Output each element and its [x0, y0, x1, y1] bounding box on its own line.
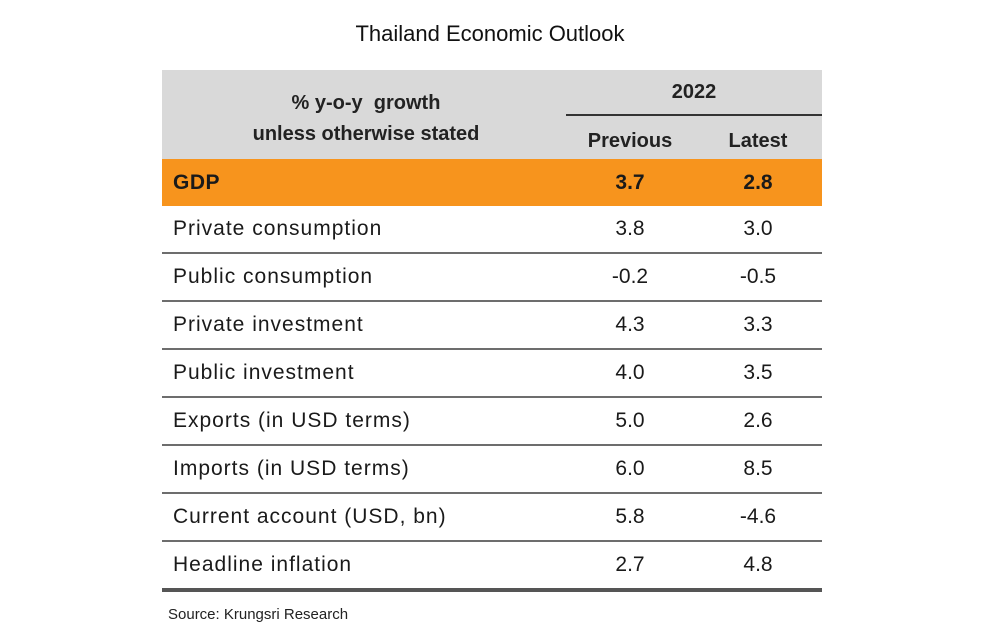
table-title: Thailand Economic Outlook [355, 21, 625, 46]
row-previous-value: 6.0 [615, 457, 645, 480]
source-note: Source: Krungsri Research [168, 606, 349, 623]
row-label: Exports (in USD terms) [173, 409, 411, 432]
row-label: Public investment [173, 361, 355, 384]
economic-outlook-table: % y-o-y growth unless otherwise stated 2… [162, 70, 822, 592]
row-label: Public consumption [173, 265, 374, 288]
table-row: Private consumption 3.8 3.0 [162, 206, 822, 254]
row-latest-value: 3.0 [743, 217, 773, 240]
table-row: Exports (in USD terms) 5.0 2.6 [162, 398, 822, 446]
header-col-previous: Previous [587, 130, 673, 152]
table-row-gdp: GDP 3.7 2.8 [162, 159, 822, 206]
row-label: Private investment [173, 313, 364, 336]
header-col-latest: Latest [728, 130, 788, 152]
row-previous-value: 3.7 [615, 170, 645, 194]
table-row: Current account (USD, bn) 5.8 -4.6 [162, 494, 822, 542]
row-label: Headline inflation [173, 553, 353, 576]
row-latest-value: 3.3 [743, 313, 773, 336]
table-row: Headline inflation 2.7 4.8 [162, 542, 822, 592]
header-year-rule [566, 114, 822, 116]
row-latest-value: 2.8 [743, 170, 773, 194]
row-latest-value: 3.5 [743, 361, 773, 384]
row-latest-value: 2.6 [743, 409, 773, 432]
table-header: % y-o-y growth unless otherwise stated 2… [162, 70, 822, 159]
row-previous-value: 5.0 [615, 409, 645, 432]
table-row: Public investment 4.0 3.5 [162, 350, 822, 398]
header-description-line1: % y-o-y growth [291, 92, 441, 114]
row-latest-value: -0.5 [739, 265, 777, 288]
row-latest-value: 8.5 [743, 457, 773, 480]
table-row: Public consumption -0.2 -0.5 [162, 254, 822, 302]
row-previous-value: 3.8 [615, 217, 645, 240]
row-previous-value: -0.2 [611, 265, 649, 288]
row-label: GDP [173, 170, 221, 194]
row-previous-value: 2.7 [615, 553, 645, 576]
row-latest-value: 4.8 [743, 553, 773, 576]
table-row: Private investment 4.3 3.3 [162, 302, 822, 350]
header-year: 2022 [671, 81, 717, 103]
row-previous-value: 4.0 [615, 361, 645, 384]
row-label: Imports (in USD terms) [173, 457, 410, 480]
table-row: Imports (in USD terms) 6.0 8.5 [162, 446, 822, 494]
row-previous-value: 5.8 [615, 505, 645, 528]
row-label: Private consumption [173, 217, 383, 240]
row-latest-value: -4.6 [739, 505, 777, 528]
row-label: Current account (USD, bn) [173, 505, 447, 528]
row-previous-value: 4.3 [615, 313, 645, 336]
header-description: % y-o-y growth unless otherwise stated [162, 88, 570, 150]
header-description-line2: unless otherwise stated [252, 123, 480, 145]
